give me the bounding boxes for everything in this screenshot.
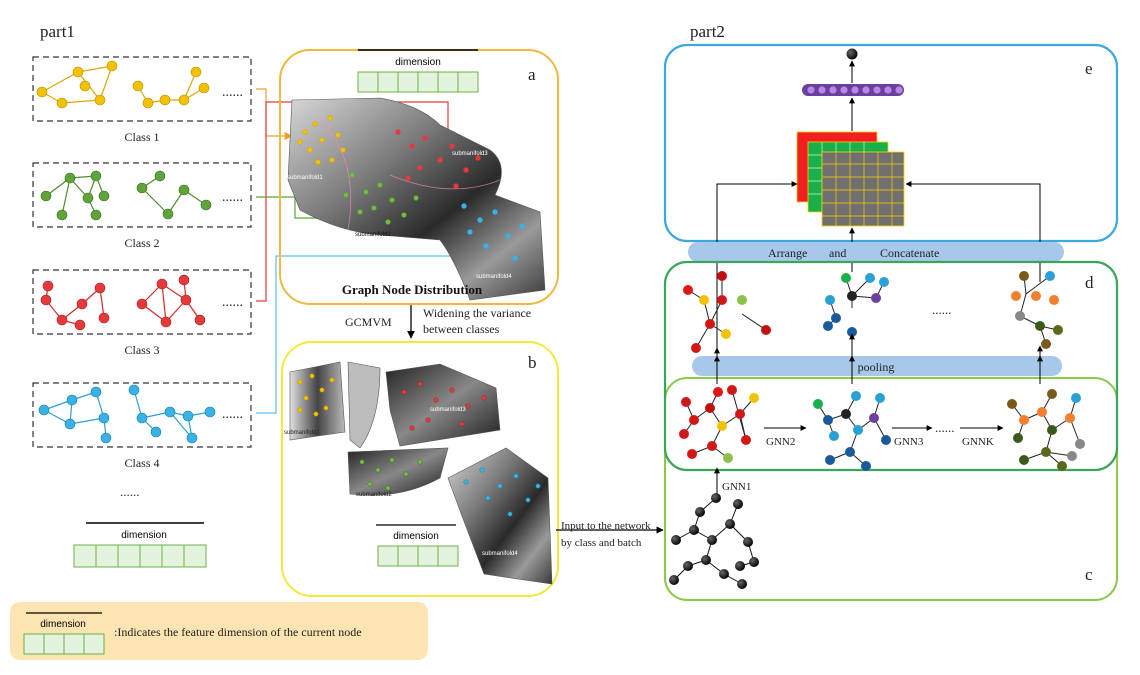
gnn-layer-k-graph	[1007, 389, 1085, 471]
class-1-graph	[36, 60, 210, 109]
panel-e-letter: e	[1085, 59, 1093, 78]
panel-d-dots: ......	[932, 302, 952, 317]
class-2-box	[32, 162, 252, 228]
panel-a-dimension-label: dimension	[395, 57, 441, 68]
class-2-graph	[40, 170, 212, 221]
class-3-arrow	[256, 101, 453, 302]
panel-b-letter: b	[528, 353, 537, 372]
part2-title: part2	[690, 22, 725, 41]
part1-dimension-vector: dimension	[73, 522, 207, 568]
class-3-box	[32, 269, 252, 335]
class-4-graph	[38, 384, 216, 444]
pooling-bar	[692, 356, 1062, 376]
pooled-graph-2	[823, 273, 889, 337]
legend-text: :Indicates the feature dimension of the …	[114, 625, 362, 639]
class-4-group: ...... Class 4	[32, 382, 252, 470]
panel-c-border	[664, 377, 1118, 601]
gnnk-label: GNNK	[962, 436, 994, 448]
gnn-dots: ......	[935, 420, 955, 435]
class-4-box	[32, 382, 252, 448]
panel-a-letter: a	[528, 65, 536, 84]
class-3-label: Class 3	[124, 343, 159, 357]
transition-desc-line1: Widening the variance	[423, 306, 531, 320]
panel-b-submanifold-3: submanifold3	[430, 407, 466, 413]
class-4-dots: ......	[222, 407, 243, 422]
panel-e-border	[663, 43, 1119, 243]
feature-map-stack	[796, 131, 905, 227]
class-1-box	[32, 56, 252, 122]
gnn2-label: GNN2	[766, 436, 795, 448]
panel-b-border	[281, 341, 559, 597]
panel-a-dimension-vector: dimension	[357, 49, 479, 93]
legend-dimension-label: dimension	[40, 619, 86, 630]
pooling-label: pooling	[858, 360, 895, 374]
panel-b-submanifold-2: submanifold2	[356, 492, 392, 498]
panel-b-submanifold-1: submanifold1	[284, 430, 320, 436]
class-3-group: ...... Class 3	[32, 269, 252, 357]
class-3-dots: ......	[222, 295, 243, 310]
concat-left: Arrange	[768, 246, 807, 260]
pooled-graph-k	[1011, 271, 1063, 349]
panel-a-title: Graph Node Distribution	[342, 282, 483, 297]
panel-b-submanifold-4: submanifold4	[482, 551, 518, 557]
class-1-dots: ......	[222, 85, 243, 100]
class-2-group: ...... Class 2	[32, 162, 252, 250]
gnn1-label: GNN1	[722, 481, 751, 493]
input-note-line1: Input to the network	[561, 520, 651, 532]
part1-dimension-label: dimension	[121, 530, 167, 541]
concatenate-bar	[688, 242, 1064, 262]
panel-a-submanifold-1: submanifold1	[287, 175, 323, 181]
panel-b-manifolds: submanifold1 submanifold2 submanifold3 s…	[284, 361, 553, 585]
legend: dimension :Indicates the feature dimensi…	[10, 602, 428, 660]
class-1-group: ...... Class 1	[32, 56, 252, 144]
panel-a-manifold: submanifold1 submanifold2 submanifold3 s…	[287, 97, 546, 301]
panel-d-border	[663, 260, 1119, 472]
panel-a-submanifold-2: submanifold2	[355, 232, 391, 238]
panel-b-dimension-vector: dimension	[376, 524, 459, 567]
output-node	[846, 48, 858, 60]
concat-mid: and	[829, 246, 846, 260]
panel-e-output	[716, 48, 1041, 370]
transition-method: GCMVM	[345, 315, 392, 329]
class-4-label: Class 4	[124, 456, 159, 470]
panel-c-letter: c	[1085, 565, 1093, 584]
legend-box	[10, 602, 428, 660]
pooled-graph-1	[683, 271, 771, 353]
class-1-arrow	[256, 88, 293, 141]
class-3-graph	[40, 274, 206, 331]
class-2-label: Class 2	[124, 236, 159, 250]
class-1-label: Class 1	[124, 130, 159, 144]
class-4-arrow	[256, 252, 461, 414]
part1-title: part1	[40, 22, 75, 41]
gnn-layer-1-graph	[679, 385, 759, 463]
input-graph	[669, 493, 759, 589]
transition-desc-line2: between classes	[423, 322, 500, 336]
gnn3-label: GNN3	[894, 436, 924, 448]
class-2-dots: ......	[222, 190, 243, 205]
concat-right: Concatenate	[880, 246, 939, 260]
more-classes-dots: ......	[120, 484, 140, 499]
gnn-layer-2-graph	[813, 391, 891, 471]
input-note-line2: by class and batch	[561, 537, 642, 549]
panel-b-dimension-label: dimension	[393, 531, 439, 542]
panel-a-submanifold-3: submanifold3	[452, 151, 488, 157]
panel-d-letter: d	[1085, 273, 1094, 292]
panel-a-submanifold-4: submanifold4	[476, 274, 512, 280]
